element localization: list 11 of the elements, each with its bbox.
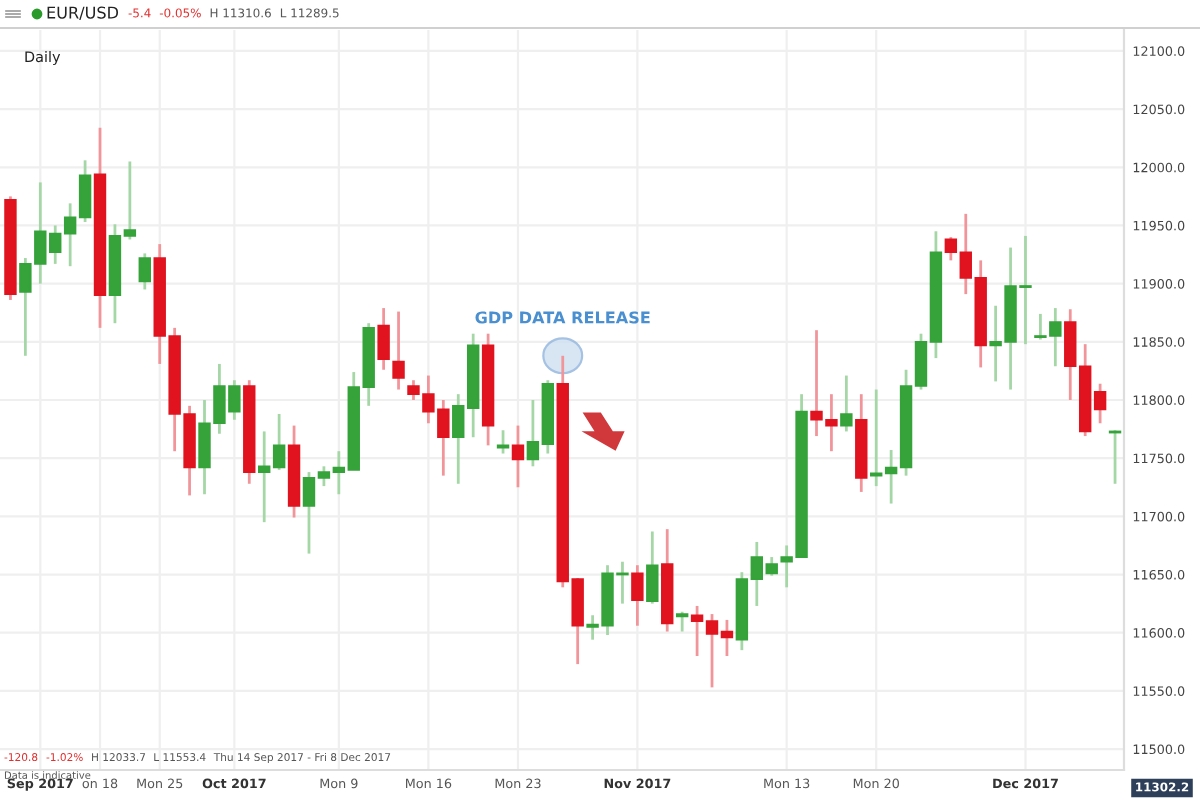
chart-title: EUR/USD (47, 6, 119, 20)
candlestick (511, 424, 525, 489)
candlestick (392, 310, 405, 391)
candlestick (496, 428, 510, 455)
candlestick (646, 530, 659, 606)
candlestick (631, 563, 644, 628)
annotation: GDP DATA RELEASE (475, 311, 650, 324)
candlestick (840, 374, 853, 433)
candlestick (377, 306, 390, 372)
candlestick (138, 252, 152, 291)
candlestick (675, 610, 689, 633)
